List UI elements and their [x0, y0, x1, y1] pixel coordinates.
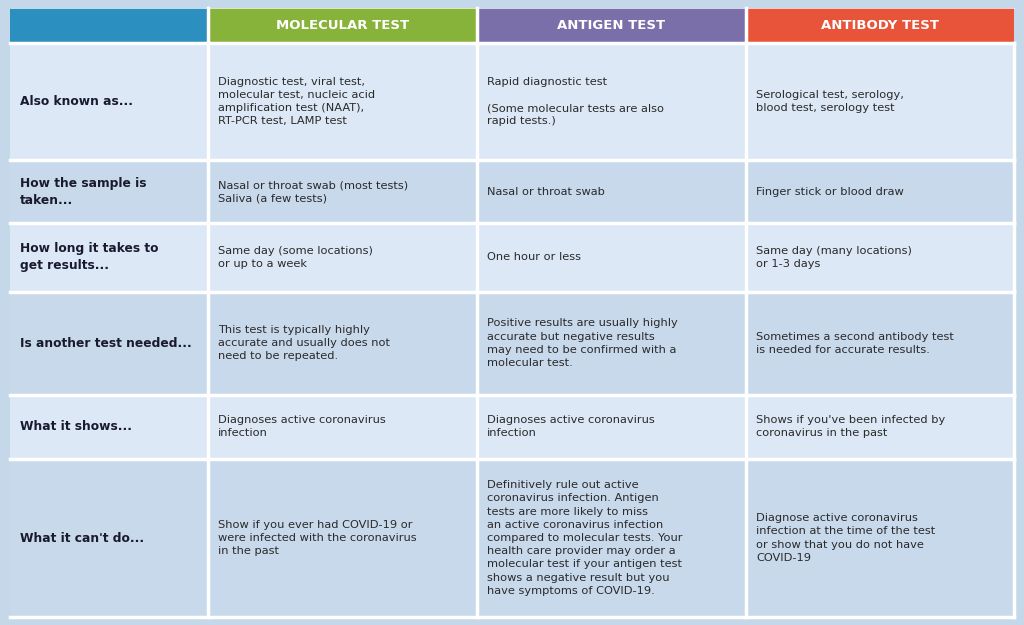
Bar: [745, 223, 1014, 292]
Bar: [10, 395, 208, 459]
Bar: [10, 223, 208, 292]
Bar: [477, 395, 745, 459]
Text: Diagnoses active coronavirus
infection: Diagnoses active coronavirus infection: [218, 415, 386, 439]
Text: What it can't do...: What it can't do...: [20, 531, 144, 544]
Text: Is another test needed...: Is another test needed...: [20, 337, 191, 350]
Bar: [745, 161, 1014, 223]
Text: One hour or less: One hour or less: [486, 253, 581, 262]
Bar: [208, 223, 477, 292]
Bar: [745, 43, 1014, 161]
Text: MOLECULAR TEST: MOLECULAR TEST: [275, 19, 409, 32]
Text: Same day (some locations)
or up to a week: Same day (some locations) or up to a wee…: [218, 246, 373, 269]
Bar: [477, 8, 745, 43]
Bar: [745, 395, 1014, 459]
Text: How long it takes to
get results...: How long it takes to get results...: [20, 242, 159, 272]
Text: ANTIGEN TEST: ANTIGEN TEST: [557, 19, 666, 32]
Bar: [208, 43, 477, 161]
Text: ANTIBODY TEST: ANTIBODY TEST: [821, 19, 939, 32]
Bar: [745, 292, 1014, 395]
Bar: [477, 43, 745, 161]
Bar: [745, 459, 1014, 617]
Bar: [10, 292, 208, 395]
Text: Shows if you've been infected by
coronavirus in the past: Shows if you've been infected by coronav…: [756, 415, 945, 439]
Text: Diagnose active coronavirus
infection at the time of the test
or show that you d: Diagnose active coronavirus infection at…: [756, 513, 935, 562]
Text: How the sample is
taken...: How the sample is taken...: [20, 177, 146, 207]
Bar: [208, 459, 477, 617]
Bar: [477, 223, 745, 292]
Text: Definitively rule out active
coronavirus infection. Antigen
tests are more likel: Definitively rule out active coronavirus…: [486, 480, 682, 596]
Bar: [10, 43, 208, 161]
Bar: [10, 161, 208, 223]
Text: Show if you ever had COVID-19 or
were infected with the coronavirus
in the past: Show if you ever had COVID-19 or were in…: [218, 520, 417, 556]
Bar: [208, 395, 477, 459]
Bar: [208, 292, 477, 395]
Bar: [745, 8, 1014, 43]
Bar: [477, 161, 745, 223]
Bar: [208, 161, 477, 223]
Text: Diagnostic test, viral test,
molecular test, nucleic acid
amplification test (NA: Diagnostic test, viral test, molecular t…: [218, 77, 375, 126]
Text: Diagnoses active coronavirus
infection: Diagnoses active coronavirus infection: [486, 415, 654, 439]
Text: Nasal or throat swab (most tests)
Saliva (a few tests): Nasal or throat swab (most tests) Saliva…: [218, 180, 408, 203]
Text: Positive results are usually highly
accurate but negative results
may need to be: Positive results are usually highly accu…: [486, 319, 678, 368]
Bar: [477, 459, 745, 617]
Text: Serological test, serology,
blood test, serology test: Serological test, serology, blood test, …: [756, 90, 904, 113]
Bar: [477, 292, 745, 395]
Text: Rapid diagnostic test

(Some molecular tests are also
rapid tests.): Rapid diagnostic test (Some molecular te…: [486, 77, 664, 126]
Text: Same day (many locations)
or 1-3 days: Same day (many locations) or 1-3 days: [756, 246, 911, 269]
Text: Nasal or throat swab: Nasal or throat swab: [486, 187, 605, 197]
Text: Finger stick or blood draw: Finger stick or blood draw: [756, 187, 904, 197]
Text: What it shows...: What it shows...: [20, 421, 132, 433]
Bar: [208, 8, 477, 43]
Text: This test is typically highly
accurate and usually does not
need to be repeated.: This test is typically highly accurate a…: [218, 325, 390, 361]
Bar: [10, 459, 208, 617]
Bar: [10, 8, 208, 43]
Text: Sometimes a second antibody test
is needed for accurate results.: Sometimes a second antibody test is need…: [756, 332, 953, 355]
Text: Also known as...: Also known as...: [20, 95, 133, 108]
